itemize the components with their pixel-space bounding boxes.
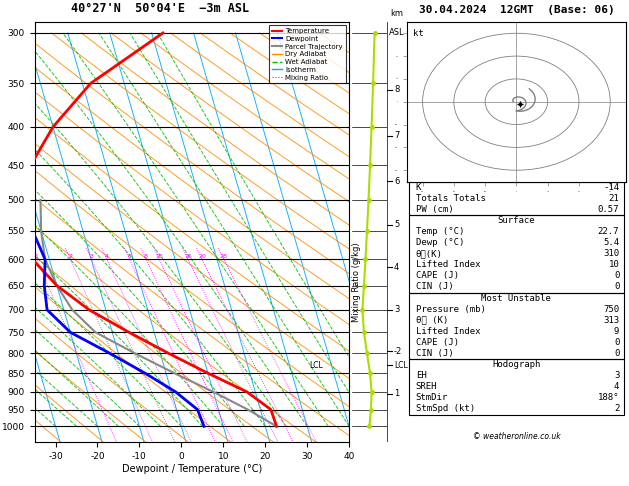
Text: 7: 7 <box>394 131 399 140</box>
Text: 9: 9 <box>614 327 620 336</box>
Text: θᴇ (K): θᴇ (K) <box>416 316 448 325</box>
Text: Temp (°C): Temp (°C) <box>416 227 464 236</box>
Text: 28: 28 <box>220 254 228 260</box>
Text: 3: 3 <box>614 371 620 380</box>
Text: 22.7: 22.7 <box>598 227 620 236</box>
Text: Totals Totals: Totals Totals <box>416 194 486 203</box>
Text: Pressure (mb): Pressure (mb) <box>416 305 486 313</box>
Text: K: K <box>416 183 421 191</box>
Text: Mixing Ratio (g/kg): Mixing Ratio (g/kg) <box>352 243 361 322</box>
Text: Dewp (°C): Dewp (°C) <box>416 238 464 247</box>
Text: 4: 4 <box>614 382 620 391</box>
Text: 4: 4 <box>105 254 109 260</box>
Text: 0: 0 <box>614 349 620 358</box>
Text: 4: 4 <box>394 263 399 272</box>
Text: 8: 8 <box>144 254 148 260</box>
Text: θᴇ(K): θᴇ(K) <box>416 249 443 258</box>
Bar <box>409 293 624 359</box>
Text: CAPE (J): CAPE (J) <box>416 271 459 280</box>
Text: 5.4: 5.4 <box>603 238 620 247</box>
Text: 16: 16 <box>184 254 192 260</box>
Text: 0: 0 <box>614 282 620 292</box>
Text: 20: 20 <box>198 254 206 260</box>
Text: 1: 1 <box>35 254 38 260</box>
Text: 0.57: 0.57 <box>598 205 620 214</box>
Text: 40°27'N  50°04'E  −3m ASL: 40°27'N 50°04'E −3m ASL <box>71 1 250 15</box>
Text: StmDir: StmDir <box>416 393 448 402</box>
Text: 3: 3 <box>394 305 399 314</box>
Text: CAPE (J): CAPE (J) <box>416 338 459 347</box>
Text: 21: 21 <box>608 194 620 203</box>
Text: 30.04.2024  12GMT  (Base: 06): 30.04.2024 12GMT (Base: 06) <box>418 4 615 15</box>
Text: 5: 5 <box>394 221 399 229</box>
Text: CIN (J): CIN (J) <box>416 282 454 292</box>
Text: LCL: LCL <box>394 361 408 370</box>
Bar <box>409 182 624 215</box>
Text: 6: 6 <box>128 254 131 260</box>
Text: Surface: Surface <box>498 216 535 225</box>
Text: StmSpd (kt): StmSpd (kt) <box>416 404 475 414</box>
Text: kt: kt <box>413 29 424 38</box>
Text: 2: 2 <box>69 254 72 260</box>
Text: © weatheronline.co.uk: © weatheronline.co.uk <box>472 432 560 441</box>
Text: Hodograph: Hodograph <box>493 360 540 369</box>
Text: -14: -14 <box>603 183 620 191</box>
Text: EH: EH <box>416 371 426 380</box>
Text: 10: 10 <box>608 260 620 269</box>
Text: Most Unstable: Most Unstable <box>481 294 552 303</box>
Text: 0: 0 <box>614 271 620 280</box>
Text: 3: 3 <box>89 254 94 260</box>
Bar <box>409 215 624 293</box>
Text: PW (cm): PW (cm) <box>416 205 454 214</box>
Text: 313: 313 <box>603 316 620 325</box>
Text: 10: 10 <box>155 254 163 260</box>
Text: 6: 6 <box>394 176 399 186</box>
Text: LCL: LCL <box>309 361 323 370</box>
Text: 310: 310 <box>603 249 620 258</box>
Bar <box>409 359 624 415</box>
Text: 0: 0 <box>614 338 620 347</box>
Text: 1: 1 <box>394 389 399 398</box>
Text: 8: 8 <box>394 85 399 94</box>
Text: Lifted Index: Lifted Index <box>416 260 480 269</box>
Text: ASL: ASL <box>389 28 404 37</box>
Text: 188°: 188° <box>598 393 620 402</box>
Text: 2: 2 <box>614 404 620 414</box>
Text: Lifted Index: Lifted Index <box>416 327 480 336</box>
Legend: Temperature, Dewpoint, Parcel Trajectory, Dry Adiabat, Wet Adiabat, Isotherm, Mi: Temperature, Dewpoint, Parcel Trajectory… <box>269 25 345 83</box>
Text: -2: -2 <box>394 347 402 356</box>
Text: 750: 750 <box>603 305 620 313</box>
Text: km: km <box>391 9 403 17</box>
Text: CIN (J): CIN (J) <box>416 349 454 358</box>
X-axis label: Dewpoint / Temperature (°C): Dewpoint / Temperature (°C) <box>122 464 262 474</box>
Text: SREH: SREH <box>416 382 437 391</box>
